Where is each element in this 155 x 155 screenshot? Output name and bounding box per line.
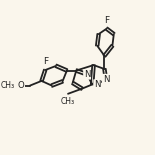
Text: F: F: [104, 16, 109, 25]
Text: CH₃: CH₃: [1, 81, 15, 90]
Text: CH₃: CH₃: [61, 97, 75, 106]
Text: F: F: [43, 57, 48, 66]
Text: N: N: [84, 70, 90, 79]
Text: N: N: [103, 75, 109, 84]
Text: O: O: [18, 81, 24, 90]
Text: N: N: [94, 80, 100, 89]
